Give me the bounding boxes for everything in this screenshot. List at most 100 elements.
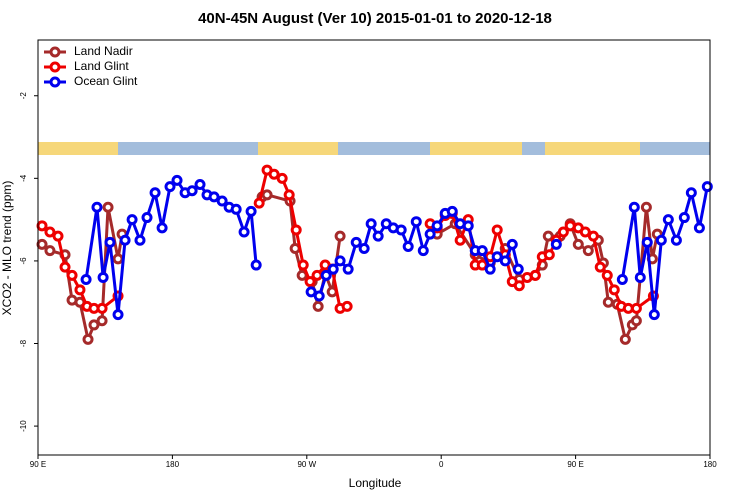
data-point — [164, 181, 176, 193]
data-point — [506, 238, 518, 250]
data-point — [297, 259, 309, 271]
data-point — [82, 333, 94, 345]
data-point — [304, 276, 316, 288]
data-point — [261, 189, 273, 201]
data-point — [641, 236, 653, 248]
data-point — [312, 300, 324, 312]
data-point — [491, 224, 503, 236]
data-point — [628, 201, 640, 213]
data-point — [276, 172, 288, 184]
data-point — [372, 230, 384, 242]
legend-marker — [49, 61, 61, 73]
data-point — [579, 226, 591, 238]
data-point — [74, 284, 86, 296]
x-tick-label: 180 — [166, 460, 180, 469]
data-point — [96, 302, 108, 314]
data-point — [97, 271, 109, 283]
data-point — [253, 197, 265, 209]
data-point — [44, 226, 56, 238]
data-point — [112, 309, 124, 321]
data-point — [424, 228, 436, 240]
data-point — [141, 212, 153, 224]
data-point — [655, 234, 667, 246]
data-point — [512, 263, 524, 275]
data-point — [52, 230, 64, 242]
data-point — [670, 234, 682, 246]
land-strip — [545, 142, 640, 155]
data-point — [334, 230, 346, 242]
data-point — [431, 220, 443, 232]
y-tick-label: -6 — [19, 257, 28, 265]
data-point — [693, 222, 705, 234]
x-tick-label: 90 W — [297, 460, 316, 469]
data-point — [334, 255, 346, 267]
chart-title: 40N-45N August (Ver 10) 2015-01-01 to 20… — [198, 10, 552, 27]
legend-label: Land Nadir — [74, 44, 133, 58]
data-point — [186, 185, 198, 197]
data-point — [119, 234, 131, 246]
data-point — [96, 315, 108, 327]
x-tick-label: 90 E — [567, 460, 583, 469]
data-point — [616, 274, 628, 286]
data-point — [550, 238, 562, 250]
data-point — [268, 168, 280, 180]
x-tick-label: 90 E — [30, 460, 46, 469]
data-point — [88, 319, 100, 331]
x-tick-label: 0 — [439, 460, 444, 469]
data-point — [36, 238, 48, 250]
series-line — [620, 186, 709, 315]
data-point — [557, 226, 569, 238]
data-point — [634, 271, 646, 283]
data-point — [601, 269, 613, 281]
data-point — [630, 302, 642, 314]
data-point — [290, 224, 302, 236]
data-point — [484, 263, 496, 275]
data-point — [311, 269, 323, 281]
land-strip — [38, 142, 118, 155]
legend-marker — [49, 46, 61, 58]
data-point — [454, 234, 466, 246]
data-point — [149, 187, 161, 199]
y-tick-label: -10 — [19, 420, 28, 432]
data-point — [156, 222, 168, 234]
y-tick-label: -4 — [19, 174, 28, 182]
land-mask — [38, 142, 710, 155]
data-point — [648, 309, 660, 321]
data-point — [59, 261, 71, 273]
data-point — [446, 205, 458, 217]
data-point — [462, 220, 474, 232]
data-point — [476, 259, 488, 271]
data-point — [80, 274, 92, 286]
land-strip — [430, 142, 522, 155]
data-point — [102, 201, 114, 213]
x-tick-label: 180 — [703, 460, 717, 469]
x-axis-label: Longitude — [349, 476, 402, 490]
data-point — [342, 263, 354, 275]
data-point — [208, 191, 220, 203]
data-point — [410, 216, 422, 228]
data-point — [491, 251, 503, 263]
data-point — [608, 284, 620, 296]
data-point — [529, 269, 541, 281]
data-point — [685, 187, 697, 199]
ocean-strip — [38, 142, 710, 155]
plot-frame — [37, 39, 711, 456]
data-point — [313, 290, 325, 302]
data-point — [572, 238, 584, 250]
y-axis-label: XCO2 - MLO trend (ppm) — [0, 181, 14, 316]
data-point — [112, 253, 124, 265]
data-point — [171, 174, 183, 186]
data-point — [602, 296, 614, 308]
land-strip — [258, 142, 338, 155]
data-point — [341, 300, 353, 312]
data-point — [126, 214, 138, 226]
data-point — [327, 263, 339, 275]
legend-label: Land Glint — [74, 59, 129, 73]
legend-marker — [49, 76, 61, 88]
y-tick-label: -8 — [19, 339, 28, 347]
data-point — [543, 249, 555, 261]
data-point — [582, 245, 594, 257]
data-point — [662, 214, 674, 226]
data-point — [36, 220, 48, 232]
